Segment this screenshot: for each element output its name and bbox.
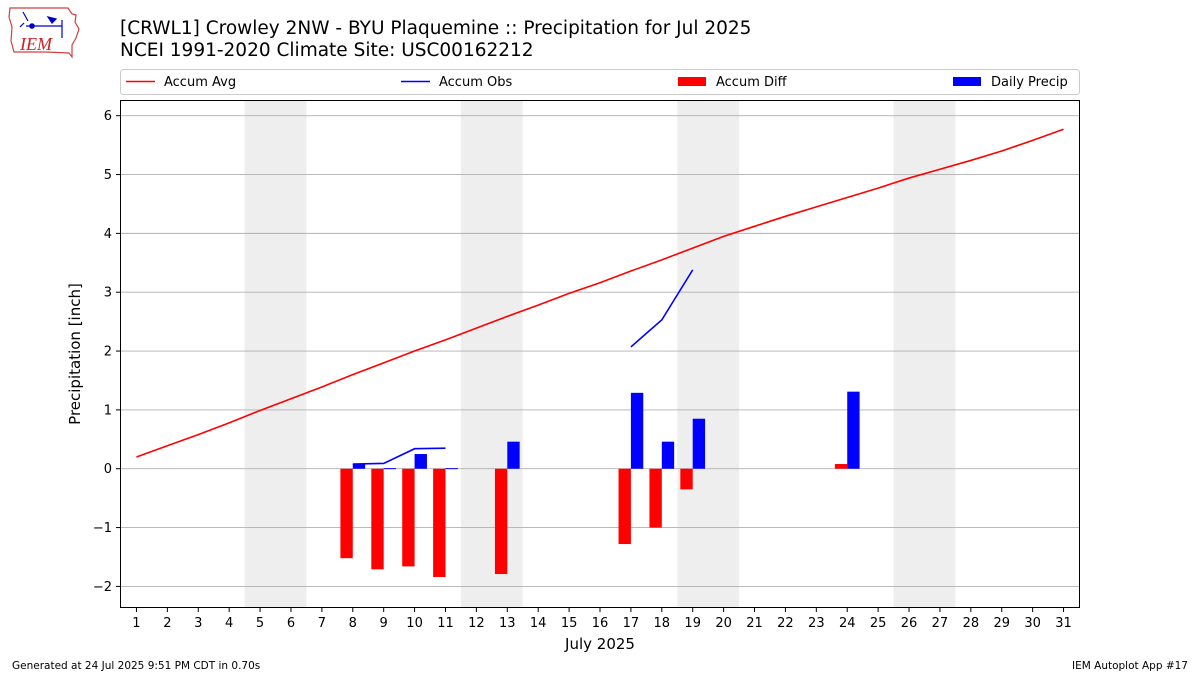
x-tick-label-18: 18 [654, 616, 671, 631]
chart-title: [CRWL1] Crowley 2NW - BYU Plaquemine :: … [120, 18, 752, 39]
weekend-band-3 [893, 101, 956, 607]
x-tick-label-8: 8 [349, 616, 357, 631]
daily-precip-bar-day-18 [661, 441, 675, 469]
x-tick-label-2: 2 [163, 616, 171, 631]
daily-precip-bar-day-13 [507, 441, 520, 469]
y-tick-label-5: 5 [104, 168, 112, 183]
weekend-band-2 [677, 101, 740, 607]
x-tick-label-31: 31 [1055, 616, 1072, 631]
accum-diff-bar-day-11 [433, 468, 446, 577]
y-tick-label-3: 3 [104, 286, 112, 301]
legend-label-accum-obs: Accum Obs [439, 75, 512, 90]
x-tick-label-10: 10 [406, 616, 423, 631]
legend-label-daily-precip: Daily Precip [991, 75, 1068, 90]
bar-series [340, 391, 860, 577]
legend-swatch-accum-diff [678, 77, 706, 86]
grid-lines [121, 115, 1079, 587]
y-tick-label-0: 0 [104, 462, 112, 477]
accum-diff-bar-day-9 [371, 468, 384, 570]
x-tick-label-22: 22 [777, 616, 794, 631]
weather-station-icon [19, 11, 63, 38]
x-axis-label: July 2025 [564, 635, 635, 653]
weekend-band-0 [244, 101, 307, 607]
legend-label-accum-avg: Accum Avg [164, 75, 236, 90]
x-tick-label-7: 7 [318, 616, 326, 631]
x-tick-label-19: 19 [684, 616, 701, 631]
x-tick-label-16: 16 [592, 616, 609, 631]
x-tick-label-26: 26 [901, 616, 918, 631]
x-tick-label-27: 27 [932, 616, 949, 631]
y-axis-ticks: −2 −1 0 1 2 3 4 5 6 [93, 109, 121, 595]
daily-precip-bar-day-11 [445, 468, 458, 470]
x-tick-label-15: 15 [561, 616, 578, 631]
accum-diff-bar-day-8 [340, 468, 353, 559]
accum-diff-bar-day-24 [834, 464, 848, 469]
x-tick-label-20: 20 [715, 616, 732, 631]
x-tick-label-6: 6 [287, 616, 295, 631]
legend-label-accum-diff: Accum Diff [716, 75, 788, 90]
x-tick-label-30: 30 [1024, 616, 1041, 631]
y-tick-label-2: 2 [104, 345, 112, 360]
x-tick-label-25: 25 [870, 616, 887, 631]
y-tick-label-4: 4 [104, 227, 112, 242]
x-tick-label-23: 23 [808, 616, 825, 631]
iem-logo: IEM [8, 7, 80, 59]
y-tick-label--2: −2 [93, 580, 112, 595]
x-tick-label-4: 4 [225, 616, 233, 631]
x-tick-label-21: 21 [746, 616, 763, 631]
accum-diff-bar-day-17 [618, 468, 631, 545]
logo-text: IEM [19, 34, 53, 54]
x-tick-label-14: 14 [530, 616, 547, 631]
x-tick-label-13: 13 [499, 616, 516, 631]
weekend-band-1 [460, 101, 523, 607]
x-tick-label-28: 28 [963, 616, 980, 631]
x-tick-label-24: 24 [839, 616, 856, 631]
x-axis-ticks: 1 2 3 4 5 6 7 8 9 10 11 12 13 14 15 16 17 18 19 20 21 22 23 24 2… [132, 607, 1072, 631]
line-series [136, 128, 1064, 465]
x-tick-label-1: 1 [132, 616, 140, 631]
x-tick-label-29: 29 [993, 616, 1010, 631]
legend: Accum Avg Accum Obs Accum Diff Daily Precip [120, 69, 1080, 95]
accum-diff-bar-day-10 [402, 468, 415, 567]
x-tick-label-9: 9 [380, 616, 388, 631]
x-tick-label-12: 12 [468, 616, 485, 631]
x-tick-label-11: 11 [437, 616, 454, 631]
iowa-state-outline [8, 7, 80, 59]
daily-precip-bar-day-10 [414, 454, 427, 469]
weekend-bands [244, 101, 956, 607]
y-tick-label-1: 1 [104, 403, 112, 418]
daily-precip-bar-day-19 [692, 418, 706, 469]
daily-precip-bar-day-17 [630, 392, 644, 469]
daily-precip-bar-day-9 [383, 468, 397, 470]
app-id: IEM Autoplot App #17 [1072, 660, 1188, 672]
y-tick-label--1: −1 [93, 521, 112, 536]
legend-swatch-daily-precip [953, 77, 981, 86]
chart-subtitle: NCEI 1991-2020 Climate Site: USC00162212 [120, 40, 534, 61]
x-tick-label-3: 3 [194, 616, 202, 631]
x-tick-label-17: 17 [623, 616, 640, 631]
accum-obs-line-segment-0 [352, 447, 446, 465]
y-axis-label: Precipitation [inch] [66, 283, 84, 425]
accum-diff-bar-day-19 [680, 468, 693, 490]
x-tick-label-5: 5 [256, 616, 264, 631]
accum-obs-line-segment-1 [630, 269, 694, 348]
legend-frame [120, 69, 1080, 95]
accum-diff-bar-day-13 [494, 468, 508, 575]
accum-avg-line [136, 128, 1064, 458]
y-tick-label-6: 6 [104, 109, 112, 124]
daily-precip-bar-day-8 [352, 464, 366, 469]
accum-diff-bar-day-18 [649, 468, 662, 528]
generated-timestamp: Generated at 24 Jul 2025 9:51 PM CDT in … [12, 660, 261, 672]
daily-precip-bar-day-24 [847, 391, 860, 469]
